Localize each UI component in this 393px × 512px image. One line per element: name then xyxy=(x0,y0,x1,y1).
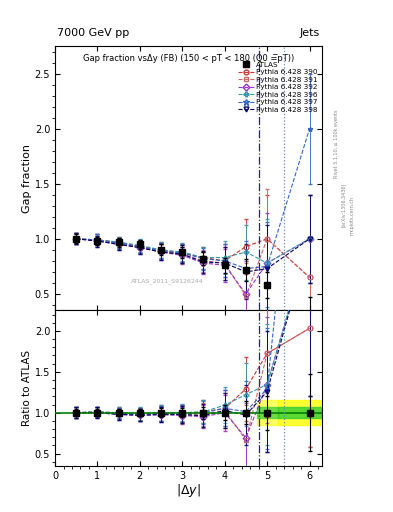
Pythia 6.428 392 xyxy=(95,238,100,244)
Pythia 6.428 391 xyxy=(201,258,206,264)
Pythia 6.428 396 xyxy=(180,249,185,255)
ATLAS xyxy=(159,247,163,253)
Y-axis label: Ratio to ATLAS: Ratio to ATLAS xyxy=(22,350,32,426)
Pythia 6.428 391 xyxy=(138,244,142,250)
Pythia 6.428 398 xyxy=(222,260,227,266)
Pythia 6.428 396 xyxy=(74,236,79,242)
Pythia 6.428 391 xyxy=(74,236,79,242)
Pythia 6.428 392 xyxy=(74,236,79,242)
Pythia 6.428 398 xyxy=(265,266,270,272)
Pythia 6.428 390 xyxy=(74,236,79,242)
Pythia 6.428 391 xyxy=(222,260,227,266)
Pythia 6.428 398 xyxy=(138,245,142,251)
Pythia 6.428 398 xyxy=(74,236,79,242)
Pythia 6.428 390 xyxy=(95,237,100,243)
Pythia 6.428 391 xyxy=(307,274,312,281)
Text: mcplots.cern.ch: mcplots.cern.ch xyxy=(349,196,354,234)
Pythia 6.428 390 xyxy=(116,239,121,245)
Pythia 6.428 391 xyxy=(244,293,248,299)
Pythia 6.428 392 xyxy=(222,262,227,268)
Pythia 6.428 391 xyxy=(116,240,121,246)
Pythia 6.428 391 xyxy=(95,237,100,243)
Pythia 6.428 392 xyxy=(244,291,248,297)
Pythia 6.428 391 xyxy=(180,251,185,258)
Pythia 6.428 396 xyxy=(116,239,121,245)
Line: ATLAS: ATLAS xyxy=(73,236,313,317)
Pythia 6.428 392 xyxy=(180,252,185,259)
Text: 7000 GeV pp: 7000 GeV pp xyxy=(57,28,129,38)
Pythia 6.428 398 xyxy=(201,259,206,265)
Pythia 6.428 398 xyxy=(244,269,248,275)
Pythia 6.428 396 xyxy=(138,242,142,248)
Pythia 6.428 392 xyxy=(138,245,142,251)
Pythia 6.428 396 xyxy=(159,247,163,253)
Pythia 6.428 397 xyxy=(74,236,79,242)
Pythia 6.428 397 xyxy=(265,263,270,269)
Line: Pythia 6.428 396: Pythia 6.428 396 xyxy=(74,237,312,266)
Pythia 6.428 390 xyxy=(201,254,206,261)
Pythia 6.428 396 xyxy=(201,254,206,261)
Pythia 6.428 396 xyxy=(222,254,227,261)
Pythia 6.428 390 xyxy=(159,247,163,253)
Y-axis label: Gap fraction: Gap fraction xyxy=(22,144,32,213)
Line: Pythia 6.428 391: Pythia 6.428 391 xyxy=(74,237,312,298)
Pythia 6.428 397 xyxy=(180,250,185,256)
Pythia 6.428 397 xyxy=(222,258,227,264)
Pythia 6.428 398 xyxy=(180,251,185,258)
Pythia 6.428 398 xyxy=(95,238,100,244)
Line: Pythia 6.428 390: Pythia 6.428 390 xyxy=(74,237,312,280)
Pythia 6.428 390 xyxy=(307,274,312,281)
Pythia 6.428 390 xyxy=(180,250,185,256)
Pythia 6.428 396 xyxy=(95,237,100,243)
Pythia 6.428 392 xyxy=(159,249,163,255)
Pythia 6.428 397 xyxy=(95,237,100,243)
ATLAS xyxy=(138,241,142,247)
ATLAS xyxy=(244,267,248,273)
Text: ATLAS_2011_S9126244: ATLAS_2011_S9126244 xyxy=(131,279,204,284)
Pythia 6.428 397 xyxy=(201,255,206,262)
Pythia 6.428 396 xyxy=(265,260,270,266)
Pythia 6.428 391 xyxy=(265,236,270,242)
ATLAS xyxy=(74,236,79,242)
ATLAS xyxy=(265,282,270,288)
Line: Pythia 6.428 398: Pythia 6.428 398 xyxy=(74,237,312,274)
Line: Pythia 6.428 397: Pythia 6.428 397 xyxy=(74,126,312,271)
ATLAS xyxy=(222,262,227,268)
Pythia 6.428 397 xyxy=(307,125,312,132)
Pythia 6.428 390 xyxy=(138,244,142,250)
Pythia 6.428 396 xyxy=(307,236,312,242)
Pythia 6.428 391 xyxy=(159,248,163,254)
Pythia 6.428 397 xyxy=(116,240,121,246)
Line: Pythia 6.428 392: Pythia 6.428 392 xyxy=(74,237,312,296)
Pythia 6.428 390 xyxy=(265,236,270,242)
Pythia 6.428 392 xyxy=(201,260,206,266)
X-axis label: $|\Delta y|$: $|\Delta y|$ xyxy=(176,482,201,499)
Pythia 6.428 392 xyxy=(265,260,270,266)
Pythia 6.428 398 xyxy=(307,236,312,242)
Pythia 6.428 398 xyxy=(159,249,163,255)
Pythia 6.428 397 xyxy=(138,244,142,250)
ATLAS xyxy=(307,311,312,317)
Legend: ATLAS, Pythia 6.428 390, Pythia 6.428 391, Pythia 6.428 392, Pythia 6.428 396, P: ATLAS, Pythia 6.428 390, Pythia 6.428 39… xyxy=(236,60,319,114)
Pythia 6.428 398 xyxy=(116,241,121,247)
Pythia 6.428 390 xyxy=(244,244,248,250)
ATLAS xyxy=(201,255,206,262)
Pythia 6.428 390 xyxy=(222,258,227,264)
Text: [arXiv:1306.3436]: [arXiv:1306.3436] xyxy=(342,183,346,227)
ATLAS xyxy=(180,249,185,255)
Text: Gap fraction vsΔy (FB) (150 < pT < 180 (Q0 =̅pT)): Gap fraction vsΔy (FB) (150 < pT < 180 (… xyxy=(83,54,294,63)
Pythia 6.428 392 xyxy=(307,236,312,242)
ATLAS xyxy=(116,239,121,245)
Pythia 6.428 397 xyxy=(244,266,248,272)
Text: Rivet 3.1.10, ≥ 100k events: Rivet 3.1.10, ≥ 100k events xyxy=(334,109,338,178)
Pythia 6.428 392 xyxy=(116,241,121,247)
Text: Jets: Jets xyxy=(300,28,320,38)
Pythia 6.428 397 xyxy=(159,248,163,254)
ATLAS xyxy=(95,238,100,244)
Pythia 6.428 396 xyxy=(244,249,248,255)
